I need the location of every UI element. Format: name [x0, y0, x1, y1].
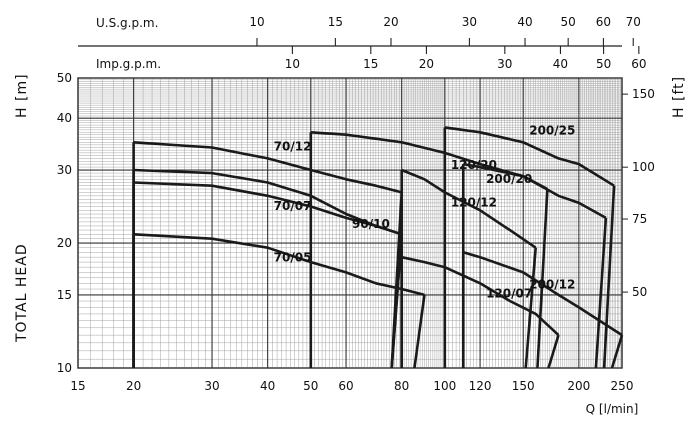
curve-end-line: [524, 247, 538, 369]
x-tick-label: 200: [567, 379, 590, 393]
curve-end-line: [536, 188, 549, 369]
x-tick-label: 15: [70, 379, 85, 393]
right-tick-label: 50: [632, 285, 647, 299]
us-gpm-label: 40: [517, 15, 532, 29]
imp-gpm-label: 10: [285, 57, 300, 71]
curve-end-line: [390, 234, 403, 369]
y-axis-title: TOTAL HEAD: [14, 243, 30, 343]
imp-gpm-label: 60: [631, 57, 646, 71]
right-tick-label: 100: [632, 160, 655, 174]
curve-label: 70/12: [274, 139, 312, 153]
curve-label: 200/20: [486, 172, 532, 186]
curve-end-line: [602, 185, 616, 369]
x-tick-label: 80: [394, 379, 409, 393]
x-tick-label: 100: [433, 379, 456, 393]
y-tick-label: 30: [57, 163, 72, 177]
tick-labels: 15 20 30 40 50 60 80 100 120 150 200 250 10 15 20 30 40 5…: [57, 15, 655, 393]
curve-200-25: [444, 126, 615, 187]
imp-gpm-label: 30: [497, 57, 512, 71]
pump-curves: 70/1270/0770/0590/10120/20120/12120/0720…: [132, 123, 624, 369]
x-tick-label: 30: [204, 379, 219, 393]
curve-end-line: [413, 294, 426, 369]
right-tick-label: 150: [632, 87, 655, 101]
us-gpm-label: 60: [596, 15, 611, 29]
right-axis-unit: H [ft]: [671, 76, 687, 118]
curve-120-07: [401, 255, 560, 337]
grid: [77, 77, 623, 369]
curve-label: 120/07: [486, 286, 532, 300]
right-tick-label: 75: [632, 212, 647, 226]
x-tick-label: 120: [469, 379, 492, 393]
y-tick-label: 10: [57, 361, 72, 375]
x-axis-title: Q [l/min]: [586, 402, 639, 416]
left-axis-unit: H [m]: [14, 73, 30, 118]
curve-end-line: [610, 334, 624, 369]
imp-gpm-label: 20: [419, 57, 434, 71]
x-tick-label: 20: [126, 379, 141, 393]
imp-gpm-label: 15: [363, 57, 378, 71]
top-axis-label-us: U.S.g.p.m.: [96, 16, 158, 30]
y-tick-label: 50: [57, 71, 72, 85]
x-tick-label: 40: [260, 379, 275, 393]
curve-end-line: [547, 334, 560, 369]
curve-label: 90/10: [352, 217, 390, 231]
top-axis-label-imp: Imp.g.p.m.: [96, 57, 161, 71]
us-gpm-label: 10: [249, 15, 264, 29]
x-tick-label: 60: [338, 379, 353, 393]
us-gpm-label: 70: [626, 15, 641, 29]
curve-label: 70/07: [274, 199, 312, 213]
curve-end-line: [594, 217, 608, 369]
us-gpm-label: 20: [383, 15, 398, 29]
curve-200-20: [463, 162, 607, 220]
imp-gpm-label: 50: [596, 57, 611, 71]
y-tick-label: 20: [57, 236, 72, 250]
us-gpm-label: 15: [328, 15, 343, 29]
curve-label: 120/12: [451, 195, 497, 209]
us-gpm-label: 50: [561, 15, 576, 29]
x-tick-label: 250: [611, 379, 634, 393]
curve-200-12: [462, 251, 623, 337]
y-tick-label: 15: [57, 288, 72, 302]
us-gpm-label: 30: [462, 15, 477, 29]
imp-gpm-label: 40: [553, 57, 568, 71]
curve-label: 200/12: [529, 277, 575, 291]
x-tick-label: 50: [303, 379, 318, 393]
y-tick-label: 40: [57, 111, 72, 125]
x-tick-label: 150: [512, 379, 535, 393]
curve-label: 200/25: [529, 123, 575, 137]
curve-label: 70/05: [274, 251, 312, 265]
axes: [78, 38, 640, 293]
